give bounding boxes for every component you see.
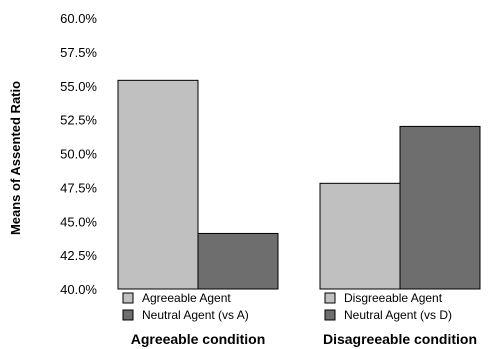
y-axis-label: Means of Assented Ratio bbox=[8, 81, 23, 235]
bar bbox=[117, 79, 199, 290]
legend-label: Disgreeable Agent bbox=[344, 291, 443, 305]
bars bbox=[117, 79, 481, 290]
y-tick-labels: 60.0% 57.5% 55.0% 52.5% 50.0% 47.5% 45.0% 42.5%… bbox=[60, 11, 97, 297]
legend-swatch bbox=[324, 292, 336, 304]
y-tick-label: 60.0% bbox=[60, 11, 97, 26]
y-tick-label: 57.5% bbox=[60, 45, 97, 60]
legend-swatch bbox=[122, 292, 134, 304]
y-tick-label: 40.0% bbox=[60, 282, 97, 297]
y-tick-label: 52.5% bbox=[60, 113, 97, 128]
legend-label: Neutral Agent (vs A) bbox=[142, 308, 249, 322]
legend-swatch bbox=[122, 309, 134, 321]
group-labels: Agreeable condition Disagreeable conditio… bbox=[131, 331, 477, 347]
bar bbox=[399, 125, 481, 290]
bar bbox=[319, 182, 401, 290]
y-tick-label: 50.0% bbox=[60, 147, 97, 162]
y-tick-label: 47.5% bbox=[60, 180, 97, 195]
group-label: Agreeable condition bbox=[131, 331, 266, 347]
y-tick-label: 45.0% bbox=[60, 214, 97, 229]
legend-label: Neutral Agent (vs D) bbox=[344, 308, 452, 322]
y-tick-label: 42.5% bbox=[60, 248, 97, 263]
legends: Agreeable Agent Neutral Agent (vs A) Disgr… bbox=[122, 291, 452, 322]
group-label: Disagreeable condition bbox=[323, 331, 477, 347]
y-tick-label: 55.0% bbox=[60, 79, 97, 94]
legend-label: Agreeable Agent bbox=[142, 291, 231, 305]
bar bbox=[197, 232, 279, 290]
legend-swatch bbox=[324, 309, 336, 321]
